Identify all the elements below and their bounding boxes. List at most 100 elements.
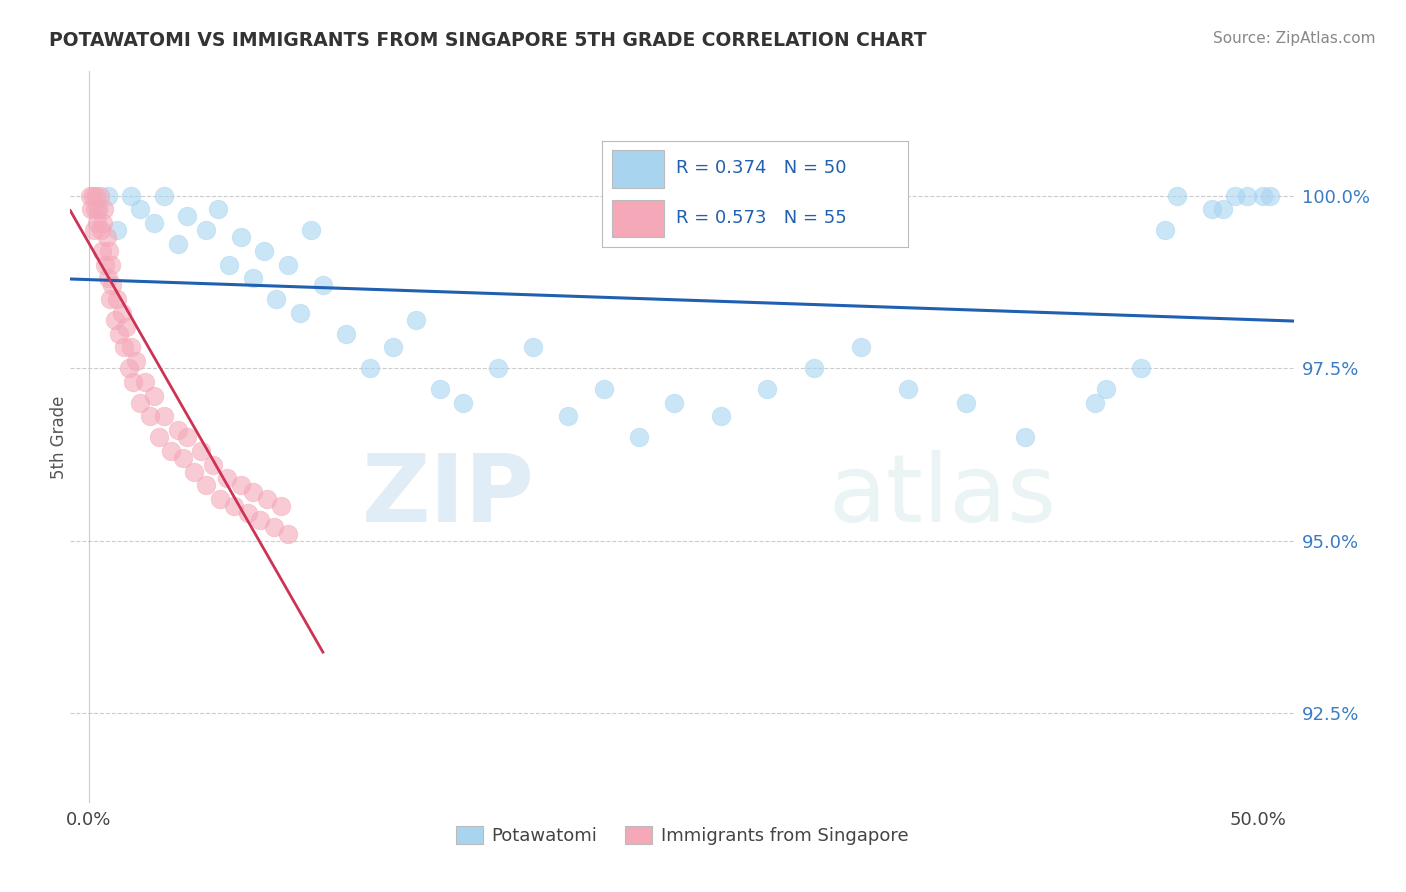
Point (1258, 188, 1281, 202)
Point (167, 236, 190, 251)
Point (756, 382, 779, 396)
Point (120, 340, 142, 354)
Point (90, 244, 112, 258)
Point (91, 216, 114, 230)
Point (627, 430, 650, 444)
Point (849, 340, 872, 354)
Text: POTAWATOMI VS IMMIGRANTS FROM SINGAPORE 5TH GRADE CORRELATION CHART: POTAWATOMI VS IMMIGRANTS FROM SINGAPORE … (49, 31, 927, 50)
Point (98, 292, 121, 306)
Point (242, 271, 264, 285)
Point (253, 244, 276, 258)
Point (94, 258, 117, 272)
Point (101, 278, 124, 293)
Point (194, 478, 217, 492)
Point (709, 409, 731, 424)
Point (277, 526, 299, 541)
Point (222, 499, 245, 513)
Point (83, 202, 105, 217)
Point (122, 375, 145, 389)
Point (97, 244, 120, 258)
Point (143, 389, 166, 403)
Point (89, 188, 111, 202)
Point (592, 382, 614, 396)
Point (288, 306, 311, 320)
Point (557, 409, 579, 424)
Point (218, 258, 240, 272)
Point (1130, 361, 1153, 376)
Point (955, 395, 977, 409)
Point (1084, 395, 1107, 409)
Point (201, 458, 224, 472)
Point (90, 223, 112, 237)
Point (662, 395, 685, 409)
Point (1236, 188, 1258, 202)
Point (87, 202, 110, 217)
Point (148, 430, 170, 444)
Point (93, 202, 115, 217)
Point (118, 361, 141, 376)
Point (486, 361, 509, 376)
Point (82, 188, 104, 202)
Point (129, 395, 152, 409)
Point (108, 326, 131, 341)
Point (208, 492, 231, 507)
Point (100, 258, 122, 272)
Point (83, 223, 105, 237)
Point (194, 223, 217, 237)
Point (207, 202, 229, 217)
Point (167, 423, 190, 437)
Point (897, 382, 920, 396)
Text: ZIP: ZIP (363, 450, 536, 541)
Point (229, 478, 252, 492)
Point (359, 361, 381, 376)
Point (215, 471, 238, 485)
Point (97, 271, 120, 285)
Point (160, 443, 183, 458)
Point (190, 443, 212, 458)
Point (104, 312, 127, 326)
Point (249, 513, 271, 527)
Text: atlas: atlas (828, 450, 1057, 541)
Point (176, 430, 198, 444)
Point (87, 202, 110, 217)
Point (1154, 223, 1177, 237)
Point (153, 409, 176, 424)
Point (112, 340, 135, 354)
Point (335, 326, 357, 341)
Point (299, 223, 322, 237)
Point (125, 354, 148, 368)
Point (115, 319, 138, 334)
Point (153, 188, 176, 202)
Point (263, 520, 285, 534)
Point (229, 230, 252, 244)
Point (97, 188, 120, 202)
Point (1251, 188, 1274, 202)
Point (1201, 202, 1223, 217)
Point (183, 465, 205, 479)
Point (429, 382, 451, 396)
Point (139, 409, 162, 424)
Point (143, 216, 166, 230)
Point (86, 216, 108, 230)
Point (96, 230, 118, 244)
Point (1212, 202, 1234, 217)
Point (1014, 430, 1036, 444)
Point (105, 223, 128, 237)
Point (803, 361, 825, 376)
Point (120, 188, 142, 202)
Point (134, 375, 156, 389)
Point (80, 202, 103, 217)
Point (256, 492, 278, 507)
Point (105, 292, 128, 306)
Point (172, 450, 194, 465)
Point (1166, 188, 1188, 202)
Point (405, 312, 427, 326)
Point (277, 258, 299, 272)
Point (242, 485, 264, 500)
Point (264, 292, 287, 306)
Point (111, 306, 134, 320)
Point (176, 209, 198, 223)
Y-axis label: 5th Grade: 5th Grade (51, 395, 67, 479)
Point (451, 395, 474, 409)
Point (312, 278, 335, 293)
